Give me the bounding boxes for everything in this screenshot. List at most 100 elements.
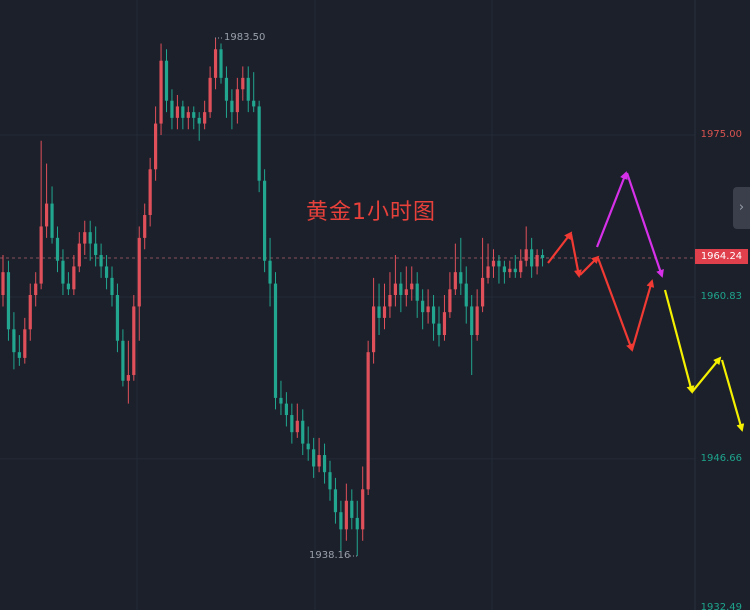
candle-body: [235, 89, 239, 113]
candle-body: [366, 352, 370, 490]
candle-body: [12, 329, 16, 353]
candle-body: [34, 283, 38, 296]
candle-body: [279, 397, 283, 404]
forecast-arrow-red: [596, 257, 634, 352]
forecast-arrow-magenta: [625, 172, 664, 278]
candle-body: [464, 283, 468, 307]
candle-body: [404, 289, 408, 296]
forecast-arrow-yellow: [663, 289, 695, 394]
candle-body: [524, 249, 528, 261]
candle-body: [72, 266, 76, 290]
candle-body: [437, 323, 441, 336]
candle-body: [143, 215, 147, 238]
candle-body: [361, 489, 365, 530]
candle-body: [39, 226, 43, 284]
candle-body: [230, 100, 234, 113]
y-tick-label: 1960.83: [700, 291, 742, 302]
candle-body: [486, 266, 490, 278]
candle-body: [317, 455, 321, 467]
candle-body: [530, 249, 534, 267]
candle-body: [257, 106, 261, 181]
candle-body: [241, 77, 245, 90]
forecast-arrow-red: [547, 231, 573, 264]
candle-body: [295, 420, 299, 433]
candle-body: [263, 180, 267, 261]
candle-body: [421, 300, 425, 313]
candle-body: [491, 260, 496, 267]
candle-body: [186, 112, 190, 118]
current-price-label: 1964.24: [695, 249, 748, 264]
candle-body: [159, 60, 163, 124]
candle-body: [339, 512, 343, 530]
candle-body: [252, 100, 256, 107]
candle-body: [355, 517, 359, 530]
candle-body: [137, 237, 141, 307]
candle-body: [453, 272, 457, 290]
candle-body: [23, 329, 27, 358]
candle-body: [6, 272, 11, 330]
candle-body: [502, 266, 506, 273]
candle-body: [459, 272, 463, 284]
candle-body: [540, 255, 545, 258]
candle-body: [45, 203, 49, 227]
candle-body: [306, 443, 310, 450]
candle-body: [246, 77, 250, 101]
candle-body: [104, 266, 109, 278]
candle-body: [377, 306, 381, 318]
candle-body: [535, 255, 539, 267]
chevron-right-icon: ›: [738, 200, 745, 215]
candle-body: [301, 420, 305, 444]
candle-body: [312, 449, 316, 467]
candle-body: [426, 306, 430, 313]
candle-body: [513, 268, 517, 273]
candle-body: [388, 295, 392, 307]
high-label: 1983.50: [224, 32, 266, 43]
candle-body: [382, 306, 387, 318]
candle-body: [344, 500, 348, 530]
candle-body: [415, 283, 419, 301]
candle-body: [519, 260, 523, 273]
y-tick-label: 1975.00: [700, 129, 742, 140]
candle-body: [203, 112, 207, 124]
candle-body: [170, 100, 174, 118]
candle-body: [224, 77, 229, 101]
candle-body: [497, 260, 501, 267]
candle-body: [410, 283, 414, 290]
candle-body: [475, 306, 479, 336]
forecast-arrow-yellow: [720, 359, 745, 432]
candle-body: [268, 260, 272, 284]
candle-body: [213, 49, 218, 78]
candle-body: [322, 455, 327, 473]
candle-body: [121, 340, 125, 381]
candle-body: [164, 60, 169, 101]
chart-title: 黄金1小时图: [306, 200, 436, 225]
y-tick-label: 1946.66: [700, 453, 742, 464]
candle-body: [132, 306, 136, 376]
candle-body: [219, 49, 223, 78]
candle-body: [126, 375, 130, 381]
candle-body: [55, 237, 60, 261]
candle-body: [110, 277, 114, 296]
candle-body: [197, 117, 201, 124]
candle-body: [273, 283, 278, 398]
candle-body: [350, 500, 354, 518]
candle-body: [99, 255, 103, 267]
candle-body: [61, 260, 65, 284]
candle-body: [470, 306, 474, 336]
candle-body: [115, 295, 120, 341]
low-label: 1938.16: [309, 550, 351, 561]
candle-body: [17, 352, 21, 358]
forecast-arrow-red: [579, 255, 600, 276]
candle-body: [148, 169, 152, 216]
candle-body: [328, 472, 332, 490]
candle-body: [393, 283, 397, 296]
forecast-arrow-yellow: [691, 356, 722, 393]
candle-body: [192, 112, 196, 118]
candle-body: [372, 306, 376, 353]
candle-body: [284, 403, 288, 416]
candle-body: [28, 295, 32, 330]
collapse-panel-button[interactable]: ›: [733, 187, 750, 229]
forecast-arrow-magenta: [595, 171, 628, 248]
